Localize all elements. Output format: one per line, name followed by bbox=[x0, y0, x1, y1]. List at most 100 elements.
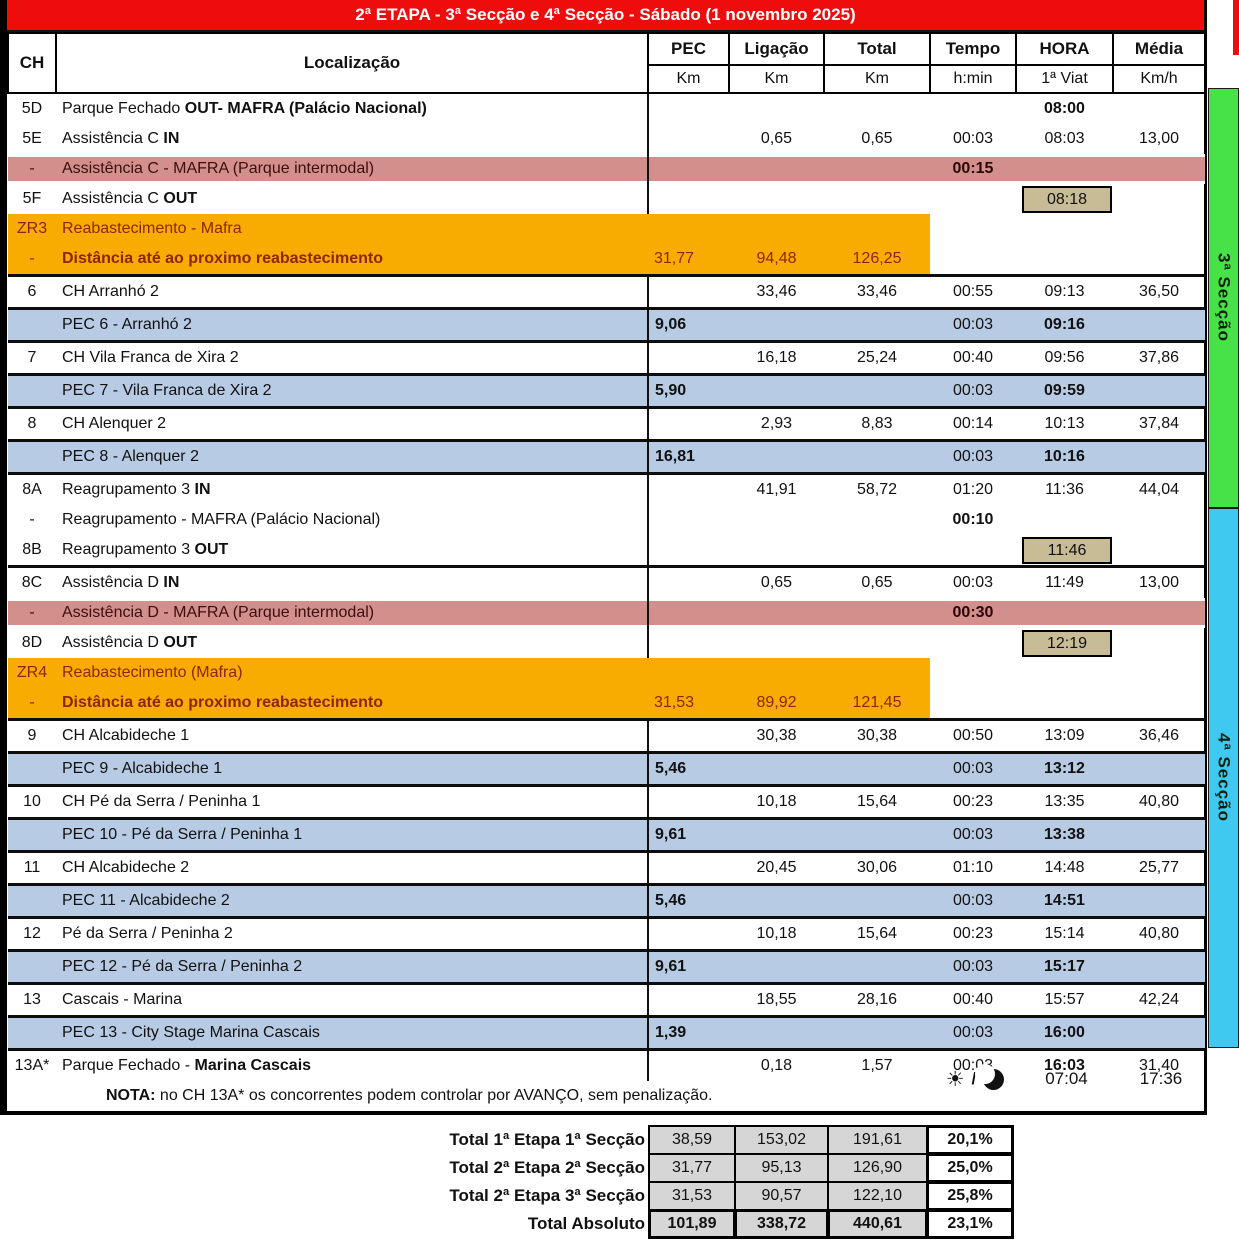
tempo-cell: 00:23 bbox=[952, 793, 994, 810]
table-row: PEC 8 - Alenquer 2 16,81 00:03 10:16 bbox=[8, 439, 1205, 475]
tempo-cell bbox=[930, 658, 1016, 688]
corner-red-strip bbox=[1233, 0, 1239, 55]
totals-total-value: 191,61 bbox=[827, 1125, 928, 1155]
ligacao-cell: 41,91 bbox=[756, 481, 797, 498]
localizacao-cell: Assistência D - MAFRA (Parque intermodal… bbox=[56, 598, 648, 628]
total-cell bbox=[824, 154, 930, 184]
hora-cell: 09:56 bbox=[1044, 349, 1085, 366]
pec-cell: 31,53 bbox=[648, 688, 729, 721]
localizacao-text: IN bbox=[194, 481, 211, 498]
parc-time-box: 11:46 bbox=[1022, 536, 1112, 564]
header-row-units: Km Km Km h:min 1ª Viat Km/h bbox=[8, 64, 1206, 94]
ch-cell: 8A bbox=[22, 481, 42, 498]
parc-time-box: 12:19 bbox=[1022, 629, 1112, 657]
tempo-cell bbox=[930, 688, 1016, 721]
ch-cell: ZR3 bbox=[8, 214, 56, 244]
media-cell bbox=[1113, 214, 1205, 244]
pec-cell bbox=[647, 124, 729, 154]
pec-cell bbox=[647, 473, 729, 505]
pec-cell bbox=[647, 154, 729, 184]
ligacao-cell: 33,46 bbox=[756, 283, 797, 300]
pec-cell bbox=[647, 851, 729, 885]
table-row: 5F Assistência C OUT 08:18 bbox=[8, 184, 1205, 214]
totals-table: Total 1ª Etapa 1ª Secção 38,59 153,02 191,6… bbox=[0, 1125, 1020, 1239]
localizacao-text: Assistência D bbox=[62, 634, 164, 651]
table-row: 5D Parque Fechado OUT- MAFRA (Palácio Nac… bbox=[8, 93, 1205, 124]
ligacao-cell: 10,18 bbox=[756, 793, 797, 810]
ch-cell: 9 bbox=[27, 727, 37, 744]
tempo-cell: 01:10 bbox=[952, 859, 994, 876]
hora-cell: 10:13 bbox=[1044, 415, 1085, 432]
header-row-labels: CH Localização PEC Ligação Total Tempo H… bbox=[7, 32, 1206, 94]
totals-total-value: 440,61 bbox=[827, 1209, 928, 1239]
localizacao-text: Distância até ao proximo reabastecimento bbox=[62, 694, 383, 711]
table-row: PEC 12 - Pé da Serra / Peninha 2 9,61 00:0… bbox=[8, 949, 1205, 985]
table-row: 8D Assistência D OUT 12:19 bbox=[8, 628, 1205, 658]
pec-cell bbox=[647, 565, 729, 598]
total-cell bbox=[824, 949, 930, 985]
totals-ligacao-value: 338,72 bbox=[734, 1209, 829, 1239]
localizacao-text: PEC 11 - Alcabideche 2 bbox=[62, 892, 230, 909]
hora-cell: 10:16 bbox=[1016, 439, 1113, 475]
localizacao-cell: PEC 10 - Pé da Serra / Peninha 1 bbox=[56, 817, 648, 853]
media-cell bbox=[1113, 535, 1205, 567]
table-row: PEC 9 - Alcabideche 1 5,46 00:03 13:12 bbox=[8, 751, 1205, 787]
tempo-cell: 00:03 bbox=[952, 130, 994, 147]
total-cell: 121,45 bbox=[824, 688, 930, 721]
ch-cell: 5E bbox=[22, 130, 42, 147]
localizacao-cell: Distância até ao proximo reabastecimento bbox=[56, 244, 648, 277]
total-cell: 15,64 bbox=[856, 793, 898, 810]
pec-cell: 5,90 bbox=[647, 373, 729, 409]
itinerary-table-wrap: 2ª ETAPA - 3ª Secção e 4ª Secção - Sábad… bbox=[0, 0, 1207, 1115]
ch-cell: 10 bbox=[23, 793, 41, 810]
tempo-cell: 00:10 bbox=[952, 511, 994, 528]
ch-cell: ZR4 bbox=[8, 658, 56, 688]
localizacao-text: CH Alcabideche 2 bbox=[62, 859, 190, 876]
pec-cell: 16,81 bbox=[647, 439, 729, 475]
table-row: 11 CH Alcabideche 2 20,45 30,06 01:10 14:48 25… bbox=[8, 851, 1205, 885]
ligacao-cell bbox=[729, 307, 824, 343]
localizacao-text: Reagrupamento 3 bbox=[62, 481, 195, 498]
tempo-cell: 00:15 bbox=[930, 154, 1016, 184]
localizacao-cell: PEC 13 - City Stage Marina Cascais bbox=[56, 1015, 648, 1051]
ch-cell: 6 bbox=[27, 283, 37, 300]
ch-cell: - bbox=[29, 511, 35, 528]
section3-bar: 3ª Secção bbox=[1208, 88, 1239, 508]
localizacao-text: OUT bbox=[163, 190, 198, 207]
ligacao-cell bbox=[729, 598, 824, 628]
localizacao-text: Assistência C - MAFRA (Parque intermodal… bbox=[62, 160, 375, 177]
ligacao-cell: 94,48 bbox=[729, 244, 824, 277]
localizacao-text: OUT bbox=[163, 634, 198, 651]
tempo-cell bbox=[930, 184, 1016, 214]
col-header-total: Total bbox=[823, 32, 931, 66]
localizacao-text: Reagrupamento - MAFRA (Palácio Nacional) bbox=[62, 511, 381, 528]
tempo-cell: 00:50 bbox=[952, 727, 994, 744]
ch-cell: 8D bbox=[21, 634, 43, 651]
localizacao-text: CH Alenquer 2 bbox=[62, 415, 167, 432]
total-cell bbox=[824, 184, 930, 214]
pec-cell bbox=[647, 917, 729, 951]
localizacao-text: CH Arranhó 2 bbox=[62, 283, 159, 300]
totals-pct-value: 20,1% bbox=[926, 1125, 1014, 1155]
hora-cell bbox=[1016, 244, 1113, 277]
total-cell: 33,46 bbox=[856, 283, 898, 300]
media-cell: 13,00 bbox=[1138, 130, 1180, 147]
section4-bar: 4ª Secção bbox=[1208, 508, 1239, 1048]
sunrise-time: 07:04 bbox=[1045, 1069, 1088, 1088]
ligacao-cell: 16,18 bbox=[756, 349, 797, 366]
localizacao-cell: Parque Fechado - Marina Cascais bbox=[56, 1050, 648, 1082]
totals-label: Total 2ª Etapa 3ª Secção bbox=[449, 1186, 645, 1205]
localizacao-text: PEC 10 - Pé da Serra / Peninha 1 bbox=[62, 826, 303, 843]
totals-row: Total Absoluto 101,89 338,72 440,61 23,1% bbox=[0, 1209, 1020, 1239]
section4-label: 4ª Secção bbox=[1214, 733, 1234, 823]
media-cell bbox=[1113, 598, 1205, 628]
table-row: ZR3 Reabastecimento - Mafra bbox=[8, 214, 1205, 244]
ch-cell: 5D bbox=[21, 100, 43, 117]
localizacao-cell: CH Alcabideche 2 bbox=[56, 852, 648, 885]
tempo-cell: 00:03 bbox=[930, 307, 1016, 343]
localizacao-text: PEC 12 - Pé da Serra / Peninha 2 bbox=[62, 958, 303, 975]
localizacao-text: PEC 8 - Alenquer 2 bbox=[62, 448, 199, 465]
localizacao-cell: PEC 11 - Alcabideche 2 bbox=[56, 883, 648, 919]
media-cell: 25,77 bbox=[1138, 859, 1180, 876]
table-row: 8 CH Alenquer 2 2,93 8,83 00:14 10:13 37,84 bbox=[8, 407, 1205, 441]
